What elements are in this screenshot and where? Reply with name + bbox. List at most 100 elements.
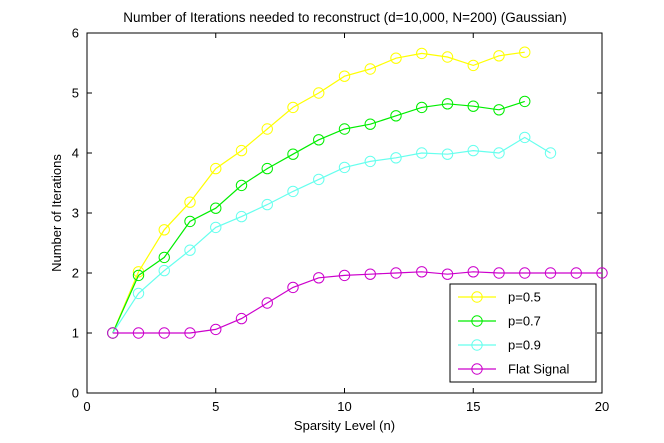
data-point [467,59,479,72]
axis-ticks: 0 5 10 15 20 0 1 2 3 4 5 6 [72,26,609,415]
data-point [261,123,273,135]
data-point [158,327,170,339]
series-flat-signal [107,266,608,339]
data-point [467,144,479,157]
data-point [287,101,299,114]
legend-label: p=0.5 [508,290,541,305]
data-point [132,287,145,300]
data-point [313,87,325,99]
legend-item: Flat Signal [458,362,570,377]
data-point [338,123,351,135]
data-point [184,244,196,256]
data-point [467,266,479,278]
y-axis-label: Number of Iterations [49,154,64,272]
data-point [390,267,402,279]
data-point [493,147,505,159]
legend-marker [471,291,483,303]
data-point [364,118,376,130]
series-line [112,271,602,334]
legend-label: p=0.7 [508,314,541,329]
legend-marker [471,339,483,351]
data-point [210,162,222,175]
data-point [210,323,222,336]
y-tick-label: 6 [72,26,79,41]
y-tick-label: 1 [72,326,79,341]
series-line [112,100,525,334]
data-point [416,147,428,159]
data-point [287,185,299,198]
data-point [441,148,454,160]
data-point [261,198,273,211]
legend: p=0.5 p=0.7 p=0.9 Flat Signal [449,283,597,383]
data-point [210,221,222,234]
data-point [441,51,454,63]
legend-item: p=0.7 [458,314,541,329]
data-point [390,110,402,122]
data-point [287,148,299,160]
y-tick-label: 4 [72,146,79,161]
chart-title: Number of Iterations needed to reconstru… [123,10,567,25]
series-p-0-7 [107,95,531,339]
data-point [107,327,119,339]
data-point [132,269,145,282]
series-line [112,51,525,334]
data-point [287,281,299,294]
x-axis-label: Sparsity Level (n) [294,418,395,433]
x-tick-label: 20 [595,399,609,414]
data-point [313,134,325,146]
series-p-0-9 [107,131,557,339]
x-tick-label: 10 [337,399,351,414]
data-point [235,312,248,325]
data-point [364,63,376,75]
data-point [313,272,325,284]
data-point [313,173,325,186]
data-point [158,264,170,277]
data-point [467,100,479,112]
data-point [210,202,222,214]
data-point [338,70,351,82]
data-point [441,98,454,110]
data-point [132,327,145,339]
data-point [261,297,273,309]
data-point [493,267,505,279]
data-point [364,268,376,280]
x-tick-label: 0 [83,399,90,414]
data-point [158,224,170,236]
data-point [158,251,170,264]
data-point [235,179,248,192]
data-point [261,162,273,175]
legend-marker [471,363,483,375]
data-point [441,268,454,280]
y-tick-label: 3 [72,206,79,221]
data-point [493,104,505,116]
data-point [235,144,248,157]
data-point [235,210,248,223]
x-tick-label: 15 [466,399,480,414]
legend-item: p=0.9 [458,338,541,353]
legend-label: Flat Signal [508,362,570,377]
data-point [338,269,351,282]
data-point [184,215,196,228]
data-point [364,155,376,168]
data-point [519,95,531,108]
series-layer [107,46,608,339]
data-point [544,147,557,159]
data-point [338,161,351,174]
data-point [493,50,505,62]
legend-marker [471,315,483,327]
data-point [416,266,428,278]
data-point [416,47,428,60]
data-point [544,267,557,279]
legend-box [449,283,597,383]
data-point [519,46,531,58]
data-point [184,196,196,208]
y-tick-label: 0 [72,386,79,401]
y-tick-label: 5 [72,86,79,101]
legend-item: p=0.5 [458,290,541,305]
x-tick-label: 5 [212,399,219,414]
data-point [519,131,531,144]
y-tick-label: 2 [72,266,79,281]
data-point [519,267,531,279]
data-point [596,267,608,279]
